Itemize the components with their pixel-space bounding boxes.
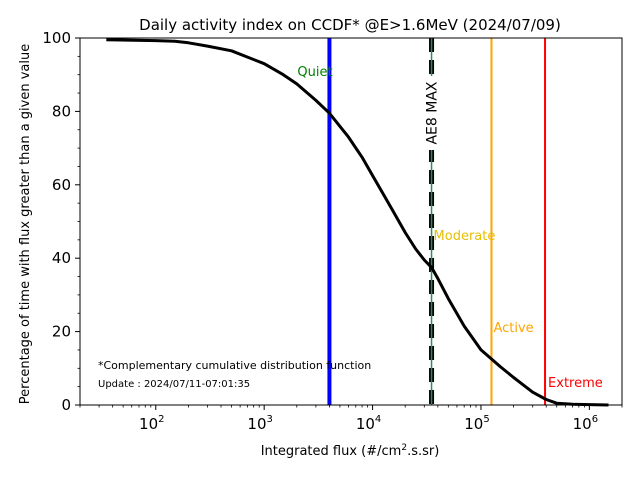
label-quiet: Quiet xyxy=(297,65,332,80)
chart-title: Daily activity index on CCDF* @E>1.6MeV … xyxy=(139,16,561,34)
y-tick-label: 0 xyxy=(61,396,71,414)
y-tick-label: 100 xyxy=(42,29,71,47)
x-tick-label: 104 xyxy=(356,414,381,433)
ccdf-series-line xyxy=(106,38,609,407)
y-axis-label: Percentage of time with flux greater tha… xyxy=(18,44,33,404)
x-tick-label: 103 xyxy=(247,414,272,433)
y-tick-label: 60 xyxy=(52,176,71,194)
footnote-annotation: *Complementary cumulative distribution f… xyxy=(98,359,371,372)
ae8-label-background xyxy=(422,76,441,150)
label-moderate: Moderate xyxy=(434,229,496,244)
x-axis-label: Integrated flux (#/cm2.s.sr) xyxy=(261,443,440,459)
y-tick-label: 20 xyxy=(52,323,71,341)
y-tick-label: 80 xyxy=(52,102,71,120)
update-annotation: Update : 2024/07/11-07:01:35 xyxy=(98,379,250,390)
label-ae8-max: AE8 MAX xyxy=(425,81,441,144)
x-tick-label: 105 xyxy=(464,414,489,433)
y-tick-label: 40 xyxy=(52,249,71,267)
label-active: Active xyxy=(493,321,533,336)
x-tick-label: 106 xyxy=(573,414,598,433)
plot-area xyxy=(80,38,622,405)
label-extreme: Extreme xyxy=(548,376,603,391)
x-tick-label: 102 xyxy=(139,414,164,433)
